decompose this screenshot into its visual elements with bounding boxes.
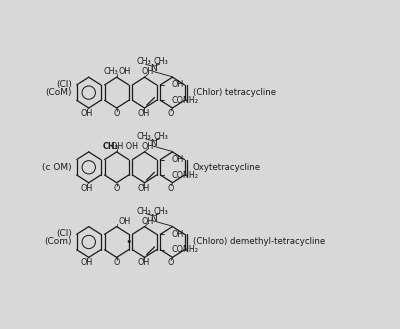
Text: CH₃: CH₃ xyxy=(154,57,168,66)
Text: •: • xyxy=(125,237,132,247)
Text: (Cl): (Cl) xyxy=(56,80,72,89)
Text: (Chlor) tetracycline: (Chlor) tetracycline xyxy=(193,88,276,97)
Text: CONH₂: CONH₂ xyxy=(171,245,198,254)
Text: O: O xyxy=(114,184,120,192)
Text: OH: OH xyxy=(142,217,154,226)
Text: OH OH: OH OH xyxy=(111,142,138,151)
Text: OH: OH xyxy=(80,109,93,118)
Text: (Cl): (Cl) xyxy=(56,230,72,239)
Text: O: O xyxy=(168,258,174,267)
Text: (c OM): (c OM) xyxy=(42,163,72,172)
Text: O: O xyxy=(114,258,120,267)
Text: OH: OH xyxy=(142,142,154,151)
Text: CH₃: CH₃ xyxy=(104,67,118,76)
Text: CH₃: CH₃ xyxy=(137,207,152,216)
Text: OH: OH xyxy=(137,184,149,192)
Text: CH₃: CH₃ xyxy=(137,57,152,66)
Text: CONH₂: CONH₂ xyxy=(171,96,198,105)
Text: CH₃: CH₃ xyxy=(154,207,168,216)
Text: O: O xyxy=(168,184,174,192)
Text: N: N xyxy=(150,139,157,148)
Text: OH: OH xyxy=(118,217,130,226)
Text: CH₃: CH₃ xyxy=(137,132,152,141)
Text: OH: OH xyxy=(171,230,184,239)
Text: OH: OH xyxy=(80,258,93,267)
Text: OH: OH xyxy=(171,155,184,164)
Text: CH₃: CH₃ xyxy=(154,132,168,141)
Text: OH: OH xyxy=(142,67,154,76)
Text: OH: OH xyxy=(137,258,149,267)
Text: N: N xyxy=(150,214,157,223)
Text: N: N xyxy=(150,64,157,73)
Text: OH: OH xyxy=(137,109,149,118)
Text: CONH₂: CONH₂ xyxy=(171,170,198,180)
Text: OH: OH xyxy=(80,184,93,192)
Text: (CoM): (CoM) xyxy=(45,88,72,97)
Text: OH: OH xyxy=(171,80,184,89)
Text: (Com): (Com) xyxy=(44,238,72,246)
Text: (Chloro) demethyl-tetracycline: (Chloro) demethyl-tetracycline xyxy=(193,238,325,246)
Text: O: O xyxy=(114,109,120,118)
Text: Oxytetracycline: Oxytetracycline xyxy=(193,163,261,172)
Text: CH₃: CH₃ xyxy=(103,142,119,151)
Text: OH: OH xyxy=(118,67,130,76)
Text: O: O xyxy=(168,109,174,118)
